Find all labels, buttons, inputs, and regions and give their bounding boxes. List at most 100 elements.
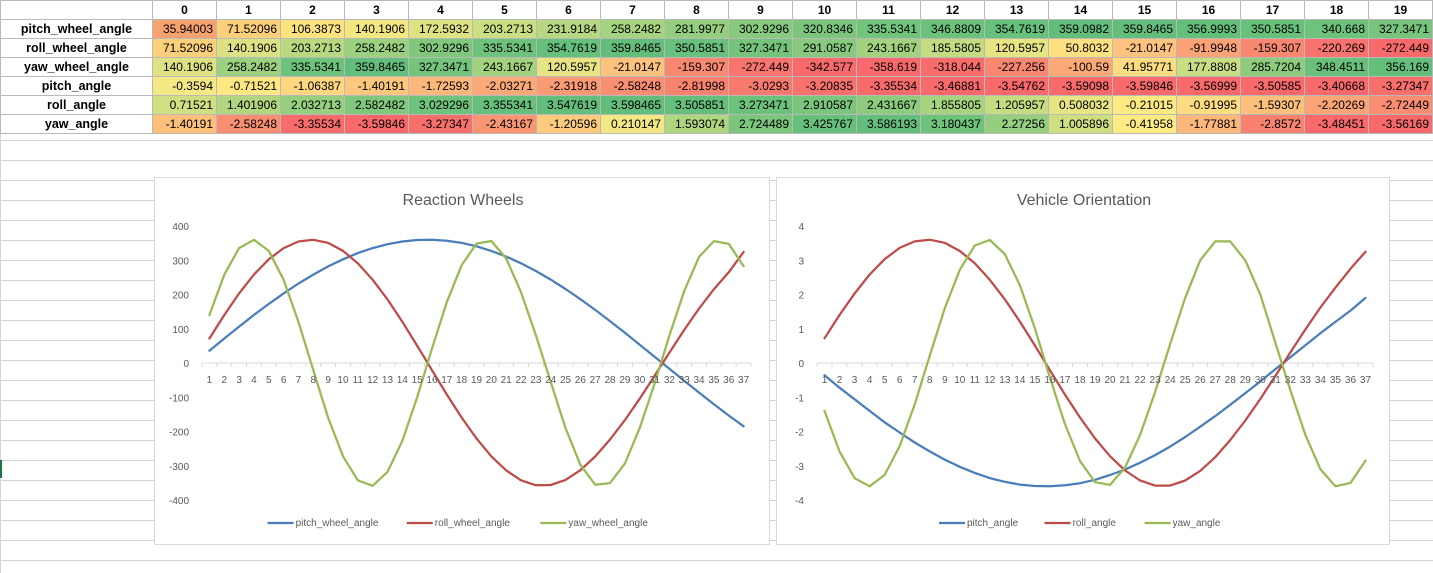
- data-cell[interactable]: 1.205957: [984, 95, 1049, 115]
- data-cell[interactable]: -100.59: [1048, 57, 1113, 77]
- data-cell[interactable]: 258.2482: [216, 57, 281, 77]
- data-cell[interactable]: 302.9296: [408, 38, 473, 58]
- data-cell[interactable]: -0.3594: [152, 76, 217, 96]
- column-header[interactable]: 8: [664, 0, 729, 20]
- data-cell[interactable]: -3.27347: [408, 114, 473, 134]
- data-cell[interactable]: -0.91995: [1176, 95, 1241, 115]
- data-cell[interactable]: 231.9184: [536, 19, 601, 39]
- data-cell[interactable]: 258.2482: [344, 38, 409, 58]
- column-header[interactable]: 18: [1304, 0, 1369, 20]
- data-cell[interactable]: 346.8809: [920, 19, 985, 39]
- data-cell[interactable]: 348.4511: [1304, 57, 1369, 77]
- column-header[interactable]: 12: [920, 0, 985, 20]
- data-cell[interactable]: -3.35534: [280, 114, 345, 134]
- row-label[interactable]: yaw_angle: [0, 114, 153, 134]
- series-line-yaw-angle[interactable]: [823, 238, 1367, 488]
- data-cell[interactable]: -272.449: [728, 57, 793, 77]
- data-cell[interactable]: -3.59846: [344, 114, 409, 134]
- data-cell[interactable]: 140.1906: [344, 19, 409, 39]
- data-cell[interactable]: 71.52096: [152, 38, 217, 58]
- data-cell[interactable]: -3.46881: [920, 76, 985, 96]
- data-cell[interactable]: 106.3873: [280, 19, 345, 39]
- data-cell[interactable]: 140.1906: [152, 57, 217, 77]
- series-line-roll-angle[interactable]: [823, 238, 1367, 487]
- data-cell[interactable]: 2.431667: [856, 95, 921, 115]
- data-cell[interactable]: 356.9993: [1176, 19, 1241, 39]
- data-cell[interactable]: -3.54762: [984, 76, 1049, 96]
- column-header[interactable]: 9: [728, 0, 793, 20]
- data-cell[interactable]: 1.593074: [664, 114, 729, 134]
- legend-label[interactable]: roll_angle: [1073, 518, 1117, 529]
- column-header[interactable]: 13: [984, 0, 1049, 20]
- series-line-pitch-angle[interactable]: [823, 296, 1367, 488]
- series-line-pitch-wheel-angle[interactable]: [208, 238, 745, 428]
- series-line-yaw-wheel-angle[interactable]: [208, 238, 745, 487]
- data-cell[interactable]: 50.8032: [1048, 38, 1113, 58]
- data-cell[interactable]: -0.21015: [1112, 95, 1177, 115]
- data-cell[interactable]: -3.59098: [1048, 76, 1113, 96]
- data-cell[interactable]: 327.3471: [1368, 19, 1433, 39]
- data-cell[interactable]: 0.71521: [152, 95, 217, 115]
- column-header[interactable]: 4: [408, 0, 473, 20]
- data-cell[interactable]: -3.27347: [1368, 76, 1433, 96]
- data-cell[interactable]: 3.547619: [536, 95, 601, 115]
- data-cell[interactable]: 243.1667: [856, 38, 921, 58]
- data-cell[interactable]: -318.044: [920, 57, 985, 77]
- data-cell[interactable]: 359.8465: [344, 57, 409, 77]
- data-cell[interactable]: 41.95771: [1112, 57, 1177, 77]
- data-cell[interactable]: 3.586193: [856, 114, 921, 134]
- data-cell[interactable]: 2.032713: [280, 95, 345, 115]
- row-label[interactable]: pitch_wheel_angle: [0, 19, 153, 39]
- data-cell[interactable]: -2.58248: [216, 114, 281, 134]
- data-cell[interactable]: 285.7204: [1240, 57, 1305, 77]
- data-cell[interactable]: 1.401906: [216, 95, 281, 115]
- data-cell[interactable]: 3.505851: [664, 95, 729, 115]
- data-cell[interactable]: 356.169: [1368, 57, 1433, 77]
- column-header[interactable]: 17: [1240, 0, 1305, 20]
- data-cell[interactable]: -21.0147: [1112, 38, 1177, 58]
- column-header[interactable]: 3: [344, 0, 409, 20]
- data-cell[interactable]: -1.40191: [344, 76, 409, 96]
- data-cell[interactable]: -21.0147: [600, 57, 665, 77]
- data-cell[interactable]: 120.5957: [984, 38, 1049, 58]
- data-cell[interactable]: -2.58248: [600, 76, 665, 96]
- data-cell[interactable]: 2.724489: [728, 114, 793, 134]
- series-line-roll-wheel-angle[interactable]: [208, 238, 745, 487]
- data-cell[interactable]: 354.7619: [984, 19, 1049, 39]
- data-cell[interactable]: 335.5341: [856, 19, 921, 39]
- data-cell[interactable]: 35.94003: [152, 19, 217, 39]
- legend-label[interactable]: pitch_wheel_angle: [296, 518, 379, 529]
- data-cell[interactable]: 140.1906: [216, 38, 281, 58]
- data-cell[interactable]: 327.3471: [728, 38, 793, 58]
- data-cell[interactable]: -1.72593: [408, 76, 473, 96]
- data-cell[interactable]: -342.577: [792, 57, 857, 77]
- data-cell[interactable]: -358.619: [856, 57, 921, 77]
- data-cell[interactable]: 3.029296: [408, 95, 473, 115]
- data-cell[interactable]: -3.50585: [1240, 76, 1305, 96]
- data-cell[interactable]: 2.27256: [984, 114, 1049, 134]
- column-header[interactable]: 6: [536, 0, 601, 20]
- reaction-wheels-chart[interactable]: Reaction Wheels -400 -300 -200 -100 0 100 200 30…: [154, 177, 770, 545]
- data-cell[interactable]: 350.5851: [664, 38, 729, 58]
- data-cell[interactable]: -2.43167: [472, 114, 537, 134]
- data-cell[interactable]: 243.1667: [472, 57, 537, 77]
- data-cell[interactable]: -2.20269: [1304, 95, 1369, 115]
- data-cell[interactable]: -3.59846: [1112, 76, 1177, 96]
- data-cell[interactable]: 2.582482: [344, 95, 409, 115]
- data-cell[interactable]: 3.180437: [920, 114, 985, 134]
- data-cell[interactable]: 203.2713: [280, 38, 345, 58]
- data-cell[interactable]: 354.7619: [536, 38, 601, 58]
- data-cell[interactable]: 281.9977: [664, 19, 729, 39]
- data-cell[interactable]: 327.3471: [408, 57, 473, 77]
- data-cell[interactable]: 258.2482: [600, 19, 665, 39]
- row-label[interactable]: roll_wheel_angle: [0, 38, 153, 58]
- data-cell[interactable]: -3.20835: [792, 76, 857, 96]
- data-cell[interactable]: -2.03271: [472, 76, 537, 96]
- data-cell[interactable]: -1.40191: [152, 114, 217, 134]
- data-cell[interactable]: -159.307: [664, 57, 729, 77]
- data-cell[interactable]: 359.0982: [1048, 19, 1113, 39]
- data-cell[interactable]: -159.307: [1240, 38, 1305, 58]
- data-cell[interactable]: -1.20596: [536, 114, 601, 134]
- column-header[interactable]: 5: [472, 0, 537, 20]
- data-cell[interactable]: 3.355341: [472, 95, 537, 115]
